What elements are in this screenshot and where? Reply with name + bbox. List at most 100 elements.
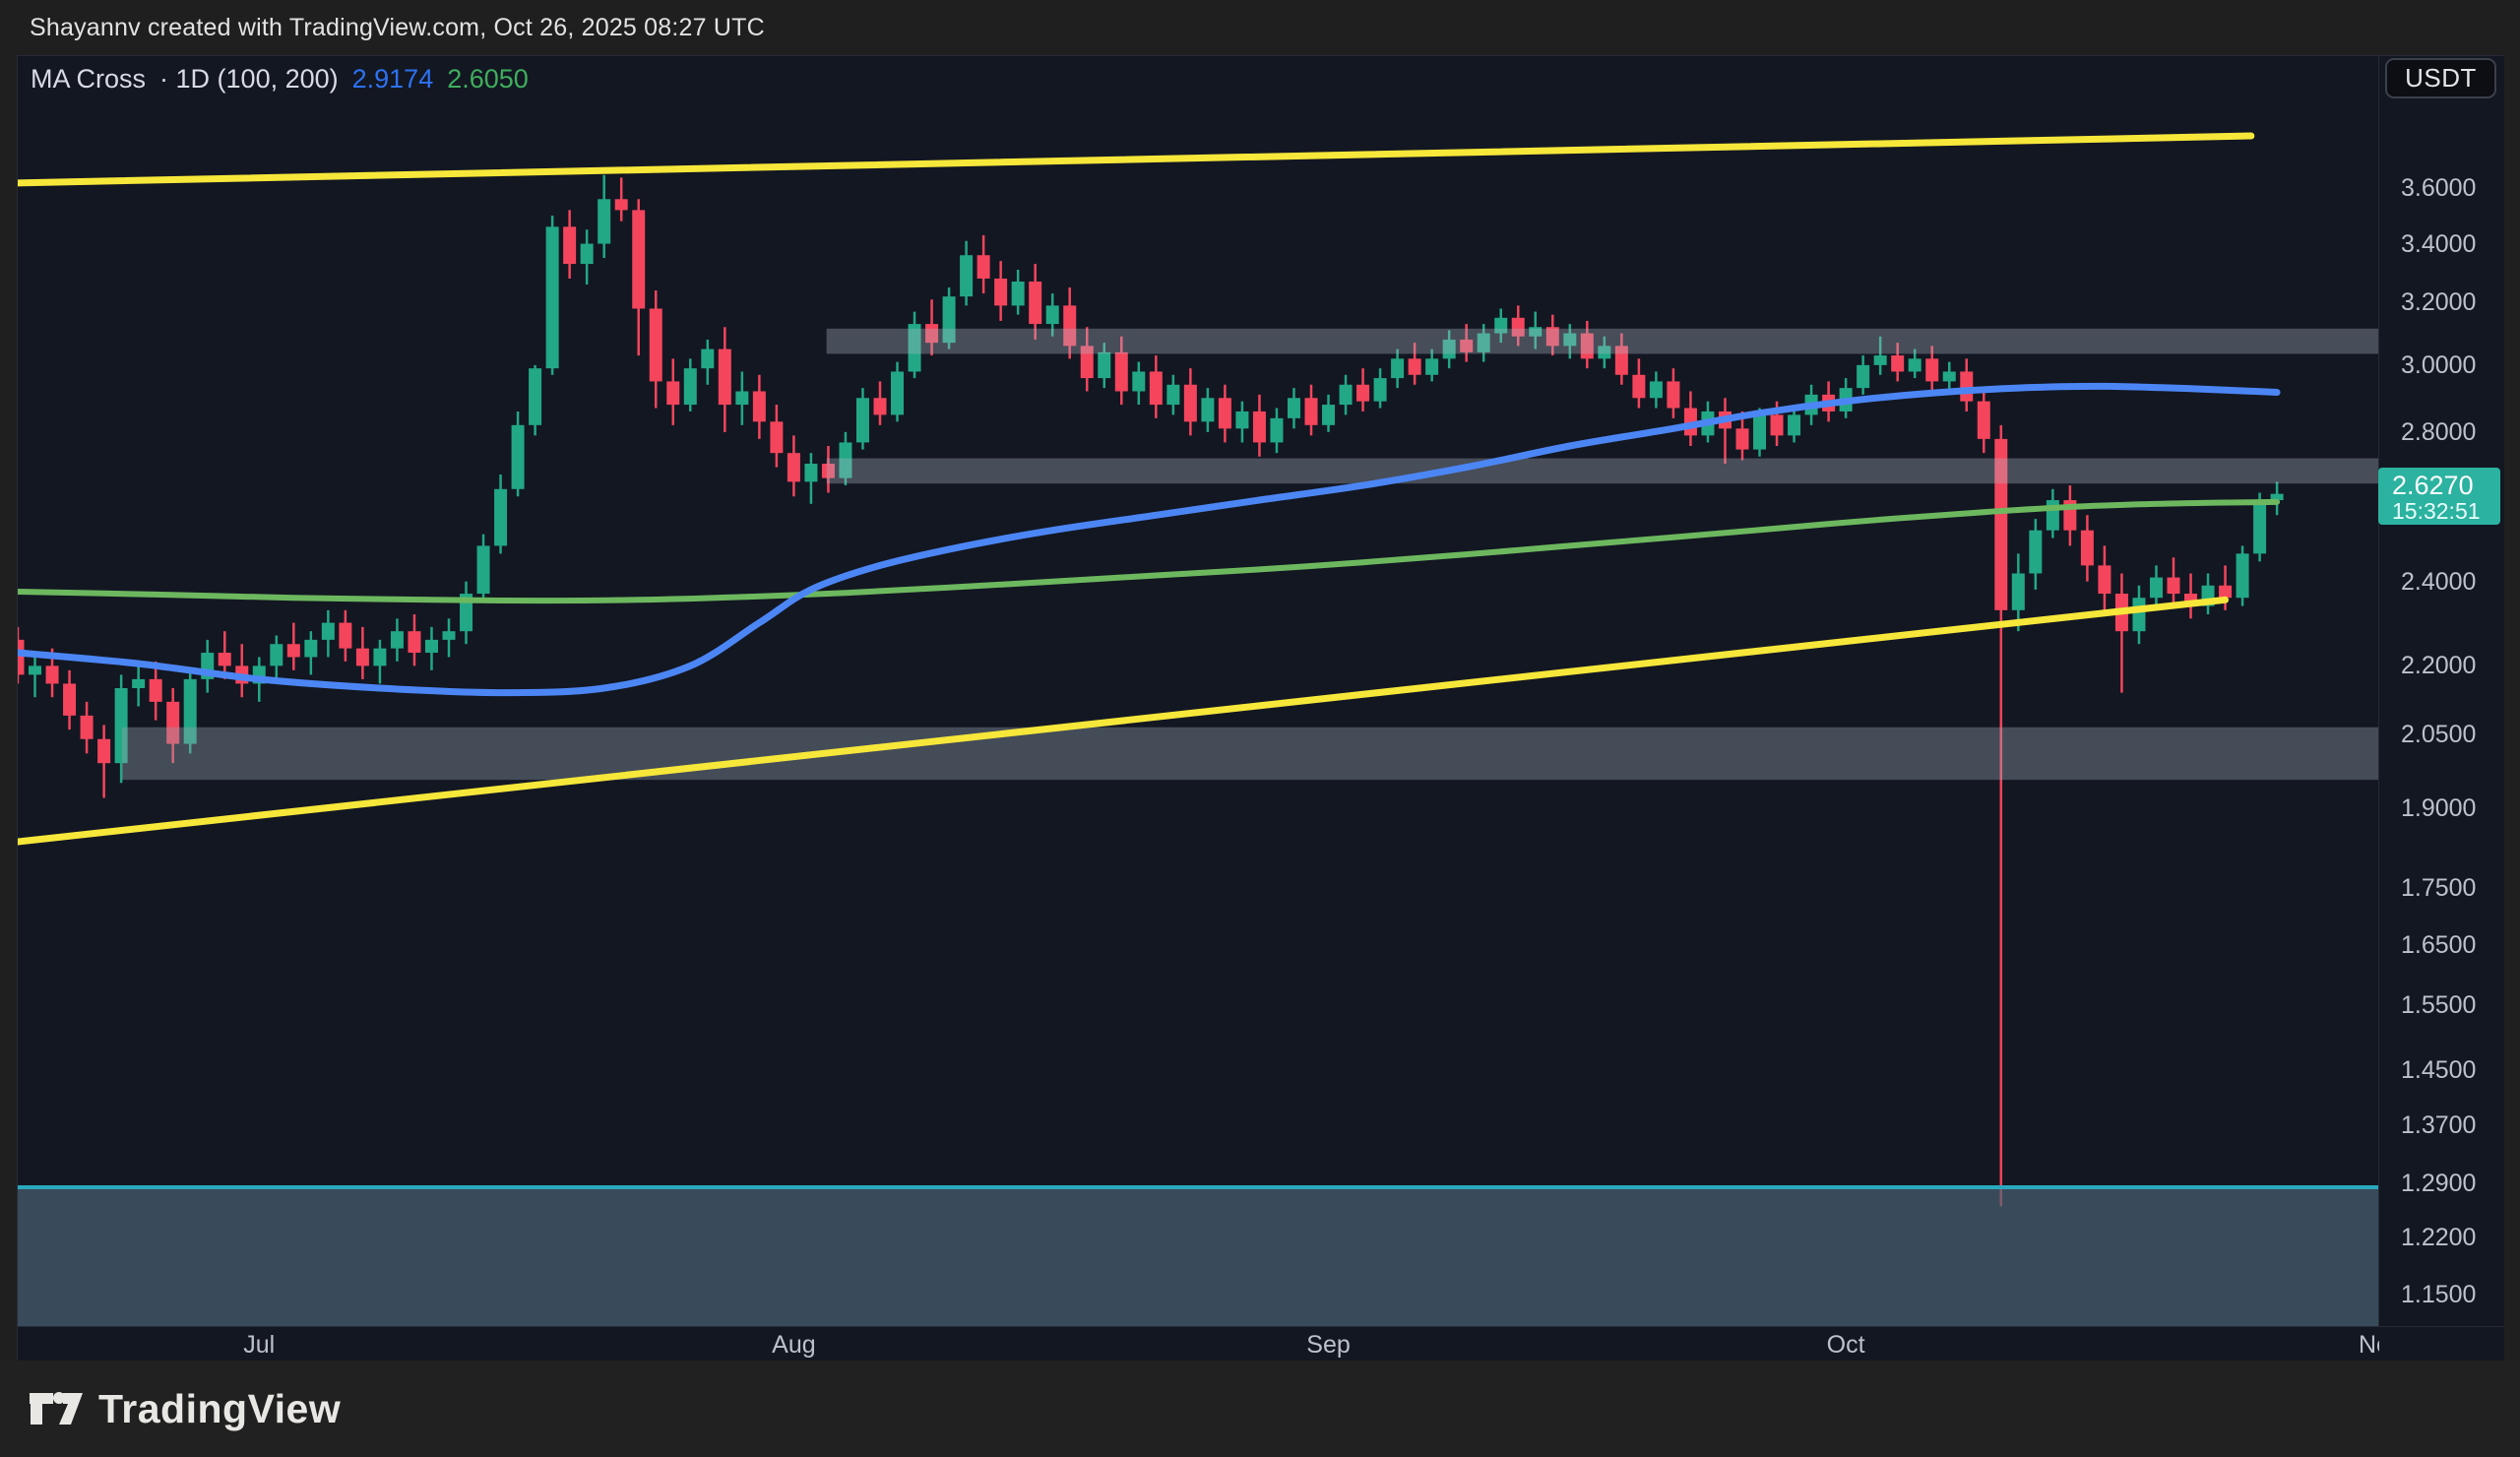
time-tick: Oct <box>1826 1331 1865 1359</box>
resistance-zone-mid[interactable] <box>826 458 2378 484</box>
candle <box>1614 333 1628 385</box>
support-zone-low[interactable] <box>18 1187 2378 1326</box>
candle-body <box>355 648 369 666</box>
candle-body <box>1667 381 1680 409</box>
candle-body <box>925 324 939 344</box>
candlestick-series <box>18 174 2284 1207</box>
candle <box>683 358 697 412</box>
support-zone-mid[interactable] <box>121 727 2378 781</box>
currency-toggle-button[interactable]: USDT <box>2385 58 2496 98</box>
candle <box>1166 374 1180 415</box>
price-tick: 1.4500 <box>2401 1056 2477 1084</box>
candle-body <box>2270 493 2284 501</box>
time-axis[interactable]: Jul Aug Sep Oct Nov <box>18 1326 2504 1362</box>
candle <box>1908 348 1922 379</box>
candle <box>1149 355 1163 418</box>
candle-body <box>408 631 421 654</box>
chart-canvas[interactable] <box>18 56 2378 1326</box>
candle-body <box>80 715 94 739</box>
candle <box>1580 320 1594 369</box>
candle <box>1098 343 1111 389</box>
tradingview-logo[interactable]: TradingView <box>28 1385 341 1432</box>
candle <box>1045 293 1059 337</box>
candle-body <box>29 665 42 675</box>
candle <box>511 411 525 497</box>
candle-body <box>1149 371 1163 406</box>
price-tick: 2.8000 <box>2401 417 2477 446</box>
candle <box>1114 336 1128 406</box>
candle-body <box>270 644 284 666</box>
candle-body <box>321 622 335 640</box>
candle-body <box>529 368 542 425</box>
candle <box>1356 368 1370 412</box>
candle <box>1529 311 1543 349</box>
price-tick: 1.3700 <box>2401 1110 2477 1139</box>
chart-pane: MA Cross · 1D (100, 200) 2.9174 2.6050 <box>18 56 2378 1326</box>
candle-body <box>804 464 818 482</box>
candle-body <box>683 368 697 406</box>
resistance-zone-high[interactable] <box>826 328 2378 354</box>
lower-channel-line[interactable] <box>18 596 2230 846</box>
candle <box>1494 308 1508 344</box>
candle-body <box>752 391 766 422</box>
candle <box>29 657 42 698</box>
candle <box>286 622 300 670</box>
candle-body <box>976 255 990 279</box>
candle-body <box>649 308 662 382</box>
candle <box>614 177 628 222</box>
candle-body <box>1788 414 1801 436</box>
time-tick: Jul <box>243 1331 276 1359</box>
candle <box>752 374 766 439</box>
candle <box>908 311 921 379</box>
candle <box>132 665 146 707</box>
candle <box>1632 358 1646 409</box>
time-tick: Nov <box>2359 1331 2379 1359</box>
candle-body <box>2132 598 2146 632</box>
candle <box>460 581 473 645</box>
candle <box>1667 368 1680 418</box>
candle-body <box>149 678 162 702</box>
candle <box>235 644 249 698</box>
price-tick: 3.2000 <box>2401 288 2477 317</box>
price-axis[interactable]: 3.6000 3.4000 3.2000 3.0000 2.8000 2.4000 2.20… <box>2378 56 2504 1326</box>
candle-body <box>908 324 921 372</box>
candle-body <box>1563 333 1577 347</box>
price-tick: 3.6000 <box>2401 174 2477 203</box>
candle-body <box>1270 417 1284 443</box>
candle <box>1011 270 1025 315</box>
candle <box>1718 398 1732 465</box>
candle-body <box>63 683 77 716</box>
candle-body <box>1942 371 1956 382</box>
candle <box>1442 330 1456 369</box>
candle <box>2098 545 2111 610</box>
candle <box>1391 348 1405 389</box>
candle <box>183 669 197 754</box>
upper-channel-line[interactable] <box>18 132 2255 187</box>
candle-body <box>476 545 490 595</box>
candle <box>994 261 1008 321</box>
candle-body <box>787 453 800 482</box>
ma-legend[interactable]: MA Cross · 1D (100, 200) 2.9174 2.6050 <box>31 64 529 95</box>
candle <box>2063 485 2077 546</box>
candle-body <box>1218 398 1231 429</box>
price-tick: 1.7500 <box>2401 873 2477 902</box>
candle <box>1080 327 1094 392</box>
candle-body <box>770 421 784 454</box>
price-tick: 1.2200 <box>2401 1224 2477 1252</box>
candle-body <box>1908 358 1922 372</box>
candle <box>442 618 456 658</box>
ma100-line[interactable] <box>18 382 2281 697</box>
candle <box>2270 481 2284 516</box>
candle <box>1322 394 1336 432</box>
price-tick: 1.2900 <box>2401 1170 2477 1198</box>
footer: TradingView <box>0 1361 2520 1457</box>
candle-body <box>1580 333 1594 359</box>
candle-body <box>286 644 300 658</box>
candle <box>2201 573 2215 615</box>
ma200-line[interactable] <box>18 498 2281 604</box>
candle <box>339 609 352 662</box>
candle <box>1287 388 1300 429</box>
candle <box>321 609 335 658</box>
ma100-layer <box>18 382 2281 697</box>
candle-body <box>1098 351 1111 379</box>
